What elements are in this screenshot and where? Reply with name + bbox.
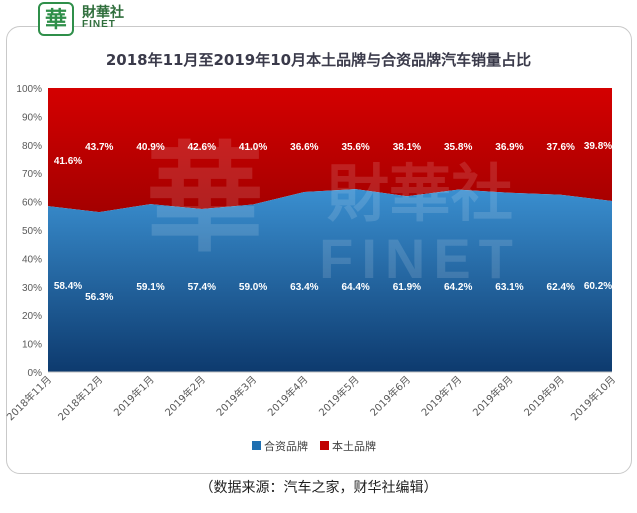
- legend-swatch-foreign: [252, 441, 261, 450]
- domestic-data-label: 43.7%: [85, 142, 113, 153]
- y-tick-label: 100%: [16, 84, 42, 95]
- chart-title: 2018年11月至2019年10月本土品牌与合资品牌汽车销量占比: [105, 51, 532, 69]
- x-tick-label: 2019年8月: [470, 373, 516, 419]
- foreign-data-label: 58.4%: [54, 281, 82, 292]
- domestic-data-label: 41.6%: [54, 156, 82, 167]
- finet-logo-en: FINET: [82, 19, 116, 30]
- legend-label-domestic: 本土品牌: [332, 439, 376, 453]
- y-tick-label: 20%: [22, 311, 42, 322]
- foreign-data-label: 64.4%: [341, 282, 369, 293]
- y-tick-label: 40%: [22, 254, 42, 265]
- domestic-data-label: 35.6%: [341, 142, 369, 153]
- foreign-data-label: 61.9%: [393, 282, 421, 293]
- domestic-data-label: 36.6%: [290, 142, 318, 153]
- finet-logo-mark: 華: [38, 2, 74, 36]
- foreign-data-label: 64.2%: [444, 282, 472, 293]
- domestic-data-label: 42.6%: [188, 142, 216, 153]
- legend-swatch-domestic: [320, 441, 329, 450]
- x-tick-label: 2019年2月: [162, 373, 208, 419]
- x-tick-label: 2019年3月: [213, 373, 259, 419]
- foreign-data-label: 60.2%: [584, 281, 612, 292]
- x-tick-label: 2019年6月: [367, 373, 413, 419]
- watermark-name: 財華社: [327, 157, 513, 230]
- watermark-logo-mark: 華: [146, 129, 264, 268]
- domestic-data-label: 35.8%: [444, 142, 472, 153]
- y-tick-label: 60%: [22, 198, 42, 209]
- y-tick-label: 70%: [22, 169, 42, 180]
- y-tick-label: 80%: [22, 141, 42, 152]
- x-tick-label: 2018年12月: [55, 373, 105, 423]
- x-tick-label: 2019年10月: [568, 373, 618, 423]
- domestic-data-label: 41.0%: [239, 142, 267, 153]
- y-tick-label: 10%: [22, 340, 42, 351]
- y-tick-label: 30%: [22, 283, 42, 294]
- domestic-data-label: 38.1%: [393, 142, 421, 153]
- x-tick-label: 2019年7月: [418, 373, 464, 419]
- foreign-data-label: 63.4%: [290, 282, 318, 293]
- foreign-data-label: 59.1%: [136, 282, 164, 293]
- foreign-data-label: 57.4%: [188, 282, 216, 293]
- x-tick-label: 2018年11月: [4, 373, 54, 423]
- domestic-data-label: 36.9%: [495, 142, 523, 153]
- foreign-data-label: 63.1%: [495, 282, 523, 293]
- foreign-brand-area: [48, 189, 612, 372]
- source-note: （数据来源：汽车之家，财华社编辑）: [199, 480, 438, 496]
- y-tick-label: 0%: [28, 368, 43, 379]
- domestic-data-label: 40.9%: [136, 142, 164, 153]
- x-tick-label: 2019年9月: [521, 373, 567, 419]
- domestic-brand-area: [48, 88, 612, 213]
- domestic-data-label: 39.8%: [584, 141, 612, 152]
- finet-logo-name: 財華社: [82, 5, 124, 21]
- x-tick-label: 2019年5月: [316, 373, 362, 419]
- foreign-data-label: 56.3%: [85, 292, 113, 303]
- domestic-data-label: 37.6%: [547, 142, 575, 153]
- y-tick-label: 50%: [22, 226, 42, 237]
- watermark-en: FINET: [319, 227, 521, 290]
- x-tick-label: 2019年4月: [265, 373, 311, 419]
- foreign-data-label: 62.4%: [547, 282, 575, 293]
- foreign-data-label: 59.0%: [239, 282, 267, 293]
- y-tick-label: 90%: [22, 112, 42, 123]
- x-tick-label: 2019年1月: [111, 373, 157, 419]
- legend-label-foreign: 合资品牌: [264, 439, 308, 453]
